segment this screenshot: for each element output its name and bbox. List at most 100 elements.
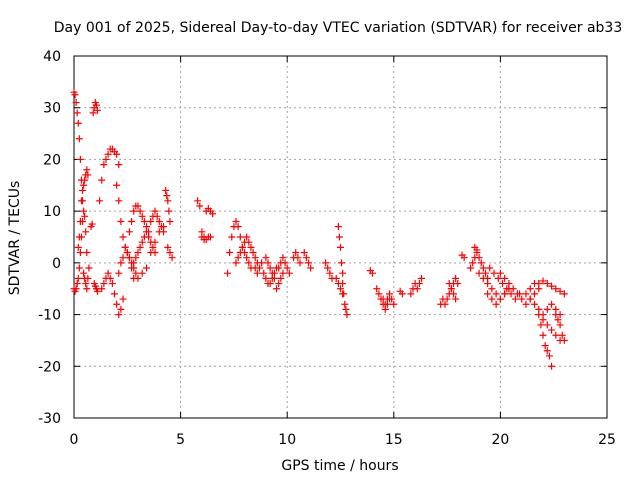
data-point <box>247 243 255 251</box>
data-point <box>80 181 88 189</box>
data-point <box>155 217 163 225</box>
data-point <box>80 207 88 215</box>
data-point <box>381 305 389 313</box>
data-point <box>96 197 104 205</box>
data-point <box>82 228 90 236</box>
data-point <box>415 280 423 288</box>
data-point <box>273 285 281 293</box>
data-point <box>147 217 155 225</box>
data-point <box>556 287 564 295</box>
data-point <box>153 212 161 220</box>
data-point <box>499 280 507 288</box>
data-point <box>543 321 551 329</box>
data-point <box>245 238 253 246</box>
data-point <box>484 290 492 298</box>
data-point <box>541 342 549 350</box>
data-point <box>332 274 340 282</box>
data-point <box>80 269 88 277</box>
data-point <box>322 259 330 267</box>
data-point <box>548 282 556 290</box>
data-point <box>128 264 136 272</box>
data-point <box>100 161 108 169</box>
data-point <box>194 197 202 205</box>
data-point <box>486 264 494 272</box>
data-point <box>142 264 150 272</box>
x-tick-label: 10 <box>278 432 296 448</box>
data-point <box>326 269 334 277</box>
data-point <box>509 285 517 293</box>
data-point <box>84 274 92 282</box>
data-point <box>279 269 287 277</box>
data-point <box>531 290 539 298</box>
y-tick-label: 0 <box>52 256 61 272</box>
data-point <box>338 259 346 267</box>
data-point <box>488 285 496 293</box>
data-point <box>481 269 489 277</box>
data-point <box>113 150 121 158</box>
data-point <box>136 243 144 251</box>
data-point <box>245 259 253 267</box>
data-point <box>292 249 300 257</box>
data-point <box>82 280 90 288</box>
data-point <box>475 254 483 262</box>
data-point <box>162 186 170 194</box>
data-point <box>93 287 101 295</box>
data-point <box>467 264 475 272</box>
data-point <box>460 254 468 262</box>
data-point <box>262 254 270 262</box>
data-point <box>73 280 81 288</box>
data-points <box>70 88 568 370</box>
data-point <box>475 269 483 277</box>
data-point <box>76 217 84 225</box>
data-point <box>75 135 83 143</box>
data-point <box>249 249 257 257</box>
data-point <box>294 254 302 262</box>
data-point <box>447 285 455 293</box>
data-point <box>232 259 240 267</box>
data-point <box>74 119 82 127</box>
data-point <box>441 300 449 308</box>
data-point <box>260 269 268 277</box>
data-point <box>76 155 84 163</box>
data-point <box>283 264 291 272</box>
data-point <box>100 280 108 288</box>
data-point <box>157 223 165 231</box>
data-point <box>234 223 242 231</box>
data-point <box>79 186 87 194</box>
data-point <box>548 300 556 308</box>
data-point <box>151 238 159 246</box>
data-point <box>164 243 172 251</box>
data-point <box>209 210 217 218</box>
data-point <box>93 106 101 114</box>
data-point <box>300 249 308 257</box>
y-tick-label: 20 <box>43 152 61 168</box>
data-point <box>543 305 551 313</box>
data-point <box>479 274 487 282</box>
data-point <box>106 274 114 282</box>
y-axis-label: SDTVAR / TECUs <box>7 181 23 296</box>
data-point <box>123 249 131 257</box>
data-point <box>477 259 485 267</box>
data-point <box>296 259 304 267</box>
data-point <box>255 264 263 272</box>
data-point <box>164 197 172 205</box>
data-point <box>134 202 142 210</box>
data-point <box>71 91 79 99</box>
data-point <box>543 347 551 355</box>
data-point <box>83 166 91 174</box>
data-point <box>339 269 347 277</box>
data-point <box>548 362 556 370</box>
data-point <box>128 217 136 225</box>
data-point <box>238 243 246 251</box>
data-point <box>136 207 144 215</box>
data-point <box>492 300 500 308</box>
data-point <box>138 238 146 246</box>
data-point <box>479 264 487 272</box>
data-point <box>119 295 127 303</box>
data-point <box>539 316 547 324</box>
x-tick-label: 25 <box>598 432 616 448</box>
data-point <box>125 228 133 236</box>
data-point <box>270 274 278 282</box>
data-point <box>266 264 274 272</box>
chart-title: Day 001 of 2025, Sidereal Day-to-day VTE… <box>54 20 623 36</box>
